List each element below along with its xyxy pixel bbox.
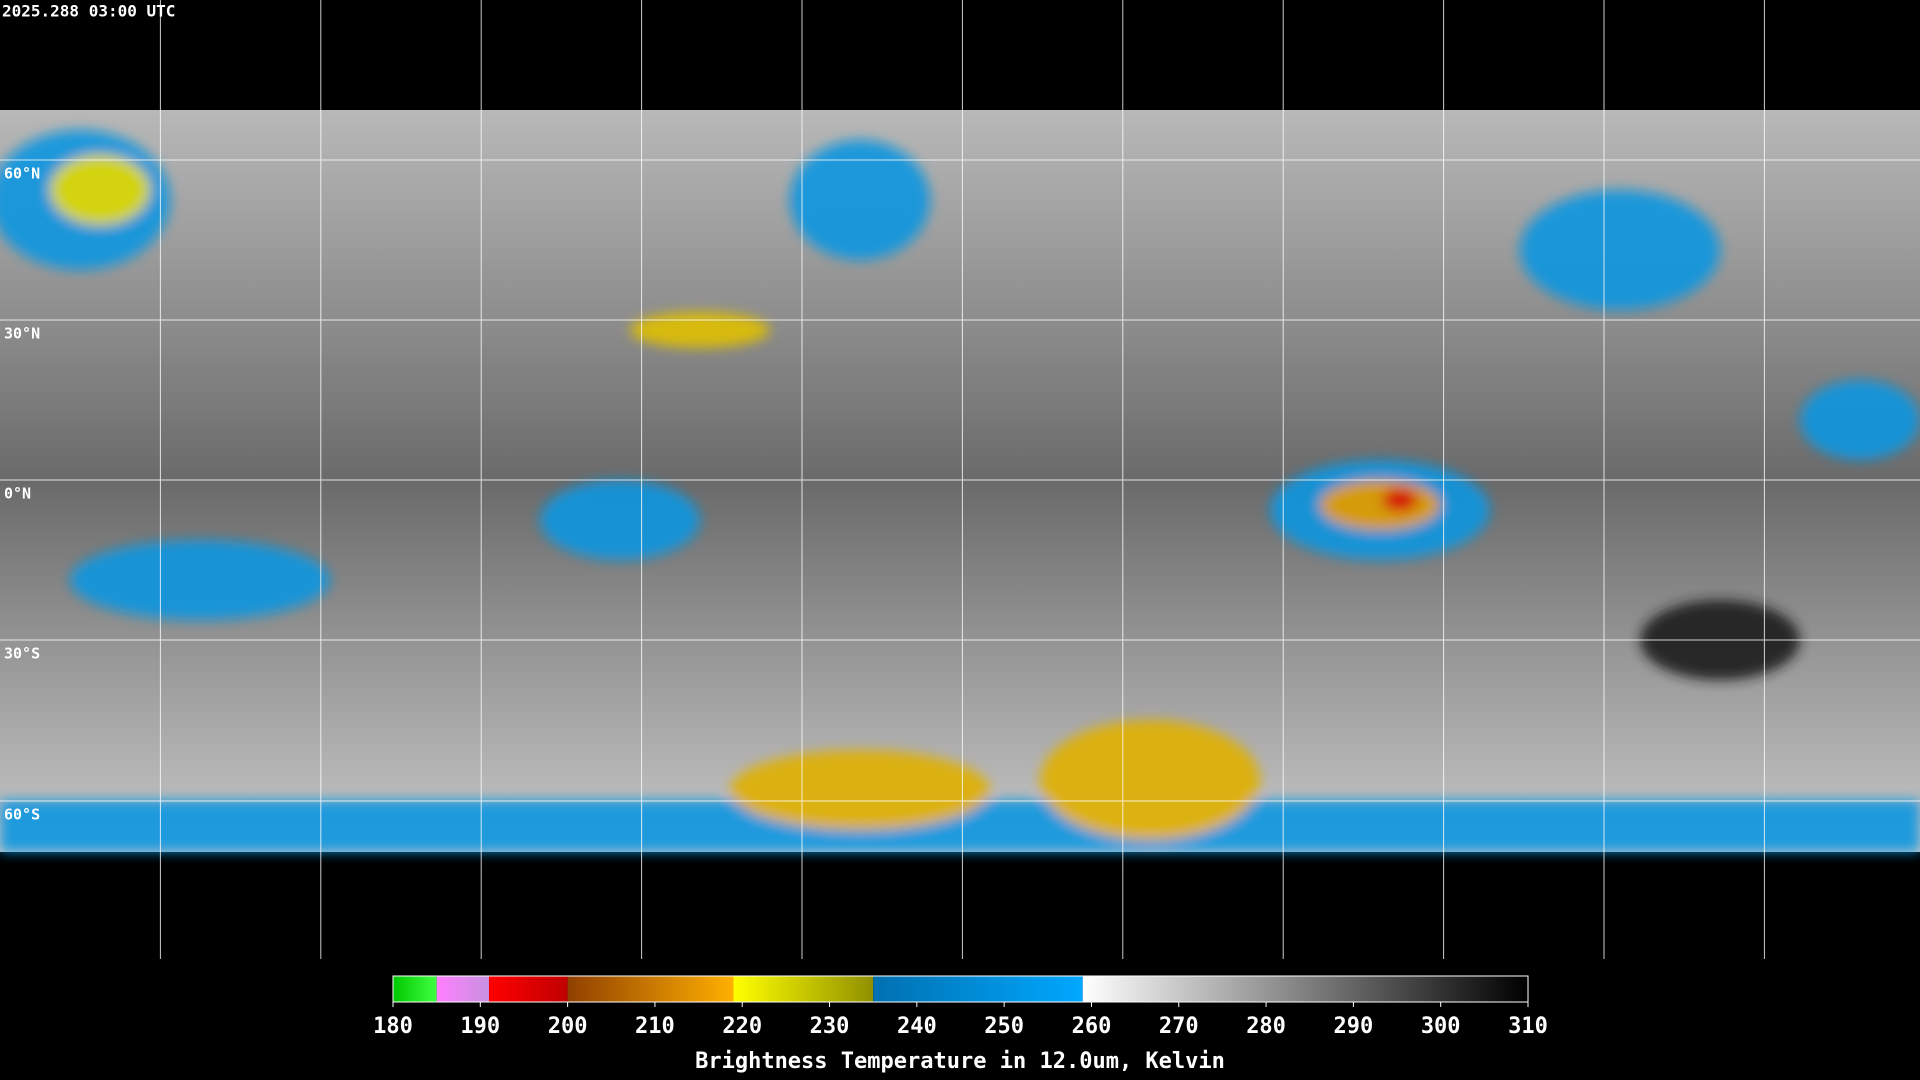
colorbar-title: Brightness Temperature in 12.0um, Kelvin [695, 1049, 1225, 1074]
lat-label: 0°N [4, 485, 31, 503]
colorbar-tick-label: 300 [1421, 1014, 1461, 1039]
lat-label: 60°N [4, 165, 40, 183]
colorbar-segment [733, 976, 874, 1002]
colorbar-tick-label: 250 [984, 1014, 1024, 1039]
colorbar-segment [873, 976, 1083, 1002]
graticule [0, 0, 1920, 959]
satellite-imagery [0, 110, 1920, 852]
timestamp: 2025.288 03:00 UTC [2, 2, 175, 21]
colorbar-tick-label: 180 [373, 1014, 413, 1039]
colorbar-tick-label: 290 [1334, 1014, 1374, 1039]
colorbar-tick-label: 280 [1246, 1014, 1286, 1039]
colorbar-tick-label: 190 [460, 1014, 500, 1039]
colorbar-segment [567, 976, 734, 1002]
colorbar-segment [489, 976, 568, 1002]
colorbar-tick-label: 270 [1159, 1014, 1199, 1039]
latitude-labels: 60°N 30°N 0°N 30°S 60°S [4, 165, 40, 824]
colorbar-segment [393, 976, 437, 1002]
colorbar-tick-label: 220 [722, 1014, 762, 1039]
colorbar-tick-label: 260 [1072, 1014, 1112, 1039]
colorbar-segment [436, 976, 490, 1002]
colorbar-tick-label: 310 [1508, 1014, 1548, 1039]
lat-label: 30°N [4, 325, 40, 343]
lat-label: 30°S [4, 645, 40, 663]
colorbar-segment [1082, 976, 1528, 1002]
colorbar-tick-label: 230 [810, 1014, 850, 1039]
colorbar-tick-label: 210 [635, 1014, 675, 1039]
colorbar: 180 190 200 210 220 230 240 250 260 270 280 290 300 3… [373, 975, 1548, 1039]
lat-label: 60°S [4, 806, 40, 824]
colorbar-tick-label: 240 [897, 1014, 937, 1039]
colorbar-tick-label: 200 [548, 1014, 588, 1039]
colorbar-frame [392, 975, 1529, 1003]
